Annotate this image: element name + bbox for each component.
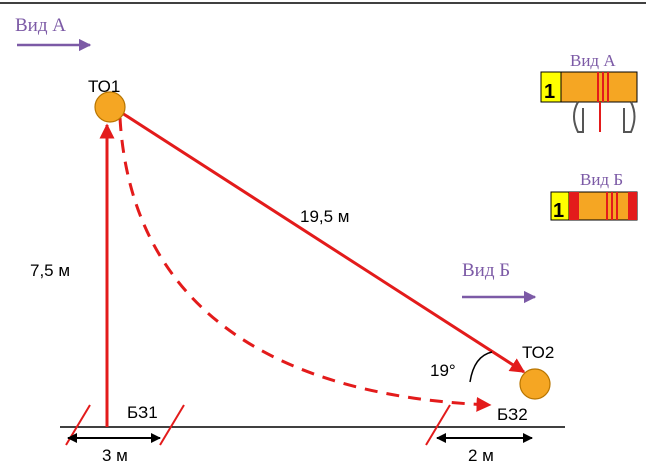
left-offset-label: 3 м: [102, 446, 128, 465]
legend-view-a-marker: 1: [544, 81, 555, 103]
legend-view-b-strip: 1: [550, 191, 638, 222]
left-tick-2: [159, 404, 185, 446]
diagonal-dimension: 19,5 м: [300, 207, 350, 226]
right-offset-label: 2 м: [468, 446, 494, 465]
legend-view-a-title: Вид А: [570, 51, 616, 70]
to1-point: [94, 91, 126, 123]
bz2-label: БЗ2: [497, 405, 528, 424]
diagonal-arrow: [121, 111, 526, 374]
height-dimension: 7,5 м: [30, 261, 70, 280]
to1-label: ТО1: [88, 77, 120, 96]
view-a-label: Вид А: [15, 15, 66, 36]
swing-trajectory: [118, 117, 492, 412]
legend-view-b-title: Вид Б: [580, 170, 623, 189]
to2-label: ТО2: [522, 343, 554, 362]
legend-carabiners: [573, 101, 636, 133]
view-b-label: Вид Б: [462, 260, 510, 281]
angle-label: 19°: [430, 361, 456, 380]
legend-view-b-marker: 1: [553, 200, 564, 222]
bz1-label: БЗ1: [127, 403, 158, 422]
to2-point: [519, 368, 551, 400]
legend-view-a-strip: 1: [540, 71, 638, 103]
angle-arc: [469, 351, 493, 383]
right-tick-1: [425, 404, 451, 446]
